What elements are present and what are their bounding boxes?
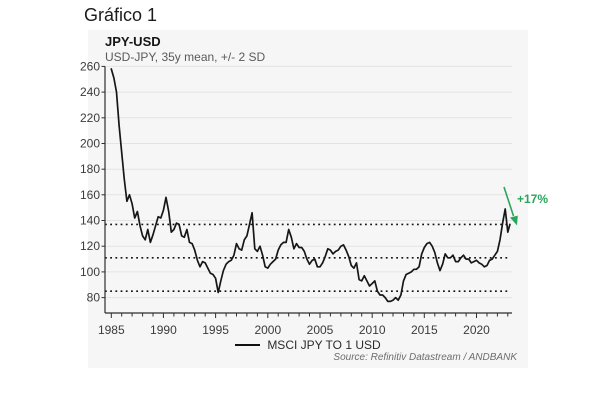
y-axis-labels: 80 100 120 140 160 180 200 220 240 260 bbox=[80, 59, 100, 304]
series-line bbox=[110, 68, 511, 303]
x-tick-label: 1990 bbox=[150, 323, 177, 337]
x-tick-label: 2010 bbox=[359, 323, 386, 337]
legend-label: MSCI JPY TO 1 USD bbox=[267, 338, 381, 352]
y-tick-label: 140 bbox=[80, 214, 100, 228]
chart-title: JPY-USD bbox=[105, 34, 161, 49]
y-axis-ticks bbox=[101, 65, 105, 299]
legend-line-swatch-icon bbox=[235, 344, 261, 346]
annotation-arrow-head-icon bbox=[510, 215, 518, 226]
x-tick-label: 2000 bbox=[254, 323, 281, 337]
chart-legend: MSCI JPY TO 1 USD bbox=[88, 338, 528, 352]
chart-panel: JPY-USD USD-JPY, 35y mean, +/- 2 SD 1985… bbox=[80, 30, 548, 368]
x-tick-label: 1985 bbox=[98, 323, 125, 337]
y-tick-label: 80 bbox=[87, 291, 101, 305]
x-tick-label: 2005 bbox=[307, 323, 334, 337]
annotation-arrow-line bbox=[503, 186, 515, 217]
x-tick-label: 1995 bbox=[202, 323, 229, 337]
x-tick-label: 2015 bbox=[411, 323, 438, 337]
gridlines bbox=[105, 65, 512, 299]
y-tick-label: 240 bbox=[80, 85, 100, 99]
y-tick-label: 160 bbox=[80, 188, 100, 202]
x-axis-labels: 1985 1990 1995 2000 2005 2010 2015 2020 bbox=[98, 323, 490, 337]
x-axis-ticks bbox=[110, 313, 509, 318]
x-tick-label: 2020 bbox=[463, 323, 490, 337]
y-tick-label: 200 bbox=[80, 137, 100, 151]
y-tick-label: 220 bbox=[80, 111, 100, 125]
page-title: Gráfico 1 bbox=[84, 5, 158, 25]
y-tick-label: 100 bbox=[80, 265, 100, 279]
axes bbox=[104, 66, 512, 314]
y-tick-label: 260 bbox=[80, 59, 100, 73]
series-lines bbox=[110, 68, 511, 303]
y-tick-label: 120 bbox=[80, 239, 100, 253]
chart-subtitle: USD-JPY, 35y mean, +/- 2 SD bbox=[105, 50, 266, 64]
source-credit: Source: Refinitiv Datastream / ANDBANK bbox=[333, 352, 517, 363]
y-tick-label: 180 bbox=[80, 162, 100, 176]
annotation-label: +17% bbox=[517, 192, 548, 206]
chart-plot: 1985 1990 1995 2000 2005 2010 2015 2020 80 100 12… bbox=[80, 59, 548, 337]
annotation-17pct: +17% bbox=[503, 186, 548, 226]
